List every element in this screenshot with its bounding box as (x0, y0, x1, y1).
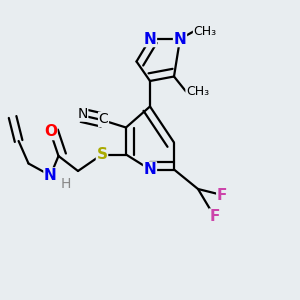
Text: H: H (60, 178, 70, 191)
Text: N: N (144, 32, 156, 46)
Text: O: O (44, 124, 57, 140)
Text: N: N (174, 32, 186, 46)
Text: C: C (99, 112, 108, 126)
Text: F: F (209, 209, 220, 224)
Text: N: N (44, 168, 57, 183)
Text: N: N (144, 162, 156, 177)
Text: CH₃: CH₃ (194, 25, 217, 38)
Text: CH₃: CH₃ (186, 85, 209, 98)
Text: F: F (217, 188, 227, 202)
Text: S: S (97, 147, 107, 162)
Text: N: N (77, 107, 88, 121)
